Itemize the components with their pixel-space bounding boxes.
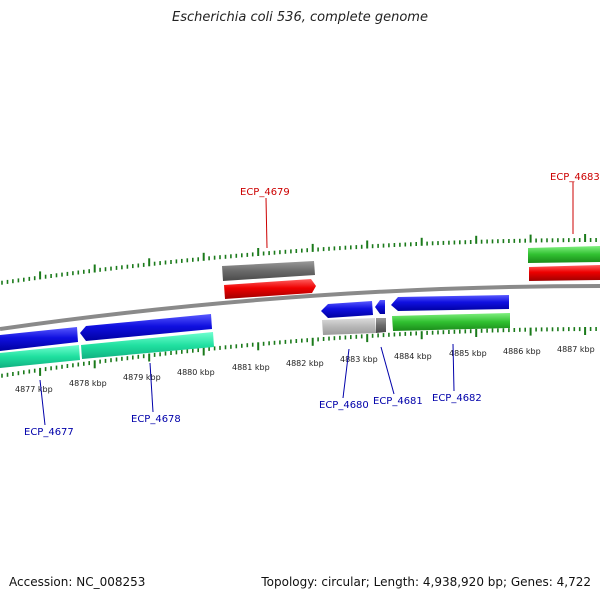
scale-label: 4877 kbp (15, 385, 53, 394)
gene-ecp-4679-arrow[interactable] (224, 279, 316, 299)
genome-backbone (0, 284, 600, 331)
accession-text: Accession: NC_008253 (9, 575, 146, 589)
gene-ecp-4679-grey[interactable] (222, 261, 315, 281)
gene-label-ecp-4677[interactable]: ECP_4677 (24, 427, 74, 438)
gene-ecp-4680-blue[interactable] (321, 301, 373, 318)
gene-ecp-4678-blue[interactable] (80, 314, 212, 341)
gene-ecp-4677-teal[interactable] (0, 345, 80, 368)
scale-label: 4884 kbp (394, 352, 432, 361)
scale-label: 4885 kbp (449, 349, 487, 358)
scale-label: 4883 kbp (340, 355, 378, 364)
genome-summary-text: Topology: circular; Length: 4,938,920 bp… (261, 575, 591, 589)
map-title: Escherichia coli 536, complete genome (172, 10, 428, 25)
scale-label: 4882 kbp (286, 359, 324, 368)
scale-label: 4887 kbp (557, 345, 595, 354)
gene-ecp-4683-green[interactable] (528, 246, 600, 263)
gene-ecp-4678-teal[interactable] (81, 332, 214, 359)
gene-ecp-4681-blue[interactable] (375, 300, 385, 314)
gene-ecp-4682-green[interactable] (392, 313, 510, 331)
label-leader (452, 343, 455, 392)
gene-label-ecp-4681[interactable]: ECP_4681 (373, 396, 423, 407)
label-leader (265, 197, 268, 249)
scale-label: 4886 kbp (503, 347, 541, 356)
inner-tick-ring (1, 327, 597, 378)
gene-ecp-4683-red[interactable] (529, 265, 600, 281)
gene-ecp-4680-lightgrey[interactable] (322, 318, 376, 335)
label-leader (149, 362, 154, 413)
scale-label: 4879 kbp (123, 373, 161, 382)
scale-label: 4878 kbp (69, 379, 107, 388)
gene-ecp-4682-blue[interactable] (391, 295, 509, 311)
gene-label-ecp-4680[interactable]: ECP_4680 (319, 400, 369, 411)
label-leader (380, 346, 395, 395)
outer-tick-ring (1, 234, 597, 285)
label-leader (39, 379, 46, 426)
gene-label-ecp-4678[interactable]: ECP_4678 (131, 414, 181, 425)
gene-ecp-4681-grey[interactable] (376, 318, 386, 333)
label-leader (342, 348, 350, 399)
gene-label-ecp-4683[interactable]: ECP_4683 (550, 172, 600, 183)
gene-label-ecp-4679[interactable]: ECP_4679 (240, 187, 290, 198)
gene-label-ecp-4682[interactable]: ECP_4682 (432, 393, 482, 404)
gene-ecp-4677-blue[interactable] (0, 327, 78, 351)
scale-label: 4880 kbp (177, 368, 215, 377)
scale-label: 4881 kbp (232, 363, 270, 372)
